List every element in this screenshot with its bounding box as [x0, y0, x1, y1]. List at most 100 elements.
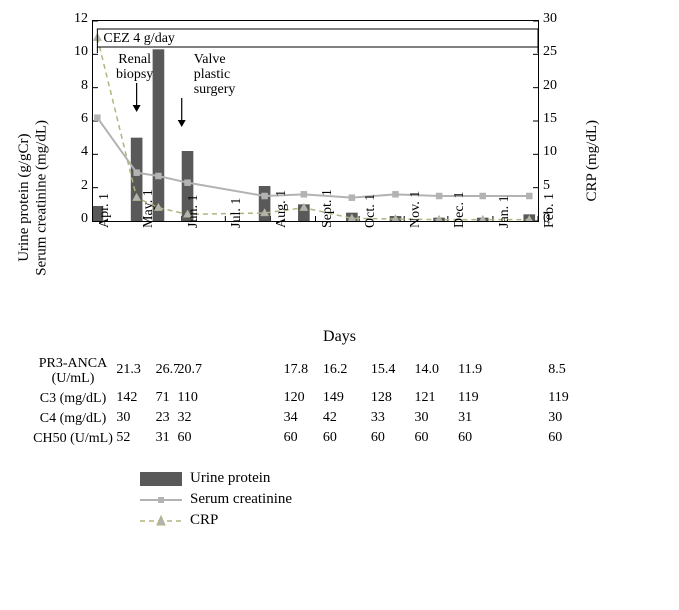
cell: 60 — [177, 430, 191, 446]
cell: 60 — [371, 430, 385, 446]
marker-icon — [349, 195, 355, 201]
cell: 60 — [414, 430, 428, 446]
marker-icon — [94, 115, 100, 121]
table-row: PR3-ANCA(U/mL)21.326.720.717.816.215.414… — [20, 354, 659, 388]
cell: 42 — [323, 410, 337, 426]
cell: 33 — [371, 410, 385, 426]
cell: 30 — [414, 410, 428, 426]
cell: 142 — [116, 390, 137, 406]
tick-label: 30 — [543, 11, 571, 27]
cell: 17.8 — [284, 362, 309, 378]
x-tick-label: Sept. 1 — [320, 189, 336, 228]
legend: Urine protein Serum creatinine CRP — [140, 470, 659, 529]
x-tick-label: Feb. 1 — [542, 193, 558, 228]
tick-label: 4 — [60, 144, 88, 160]
marker-icon — [134, 170, 140, 176]
x-ticks: Apr. 1May. 1Jun. 1Jul. 1Aug. 1Sept. 1Oct… — [92, 222, 537, 272]
cez-annotation: CEZ 4 g/day — [103, 31, 175, 46]
cell: 60 — [323, 430, 337, 446]
cell: 119 — [458, 390, 478, 406]
cell: 34 — [284, 410, 298, 426]
cell: 120 — [284, 390, 305, 406]
cell: 32 — [177, 410, 191, 426]
plot: CEZ 4 g/day Renalbiopsy Valveplasticsurger… — [92, 20, 539, 222]
x-tick-label: Jul. 1 — [229, 198, 245, 228]
x-tick-label: Nov. 1 — [408, 191, 424, 228]
cell: 23 — [156, 410, 170, 426]
marker-icon — [155, 173, 161, 179]
row-header: C3 (mg/dL) — [20, 391, 126, 406]
legend-label: Serum creatinine — [190, 491, 292, 508]
annotation-text: plastic — [194, 67, 231, 82]
tick-label: 10 — [543, 144, 571, 160]
bar-swatch-icon — [140, 472, 182, 486]
x-tick-label: Dec. 1 — [452, 191, 468, 228]
cell: 30 — [116, 410, 130, 426]
legend-label: CRP — [190, 512, 218, 529]
annotation-text: Valve — [194, 52, 226, 67]
table-row: C3 (mg/dL)142 71 110 120 149 128 121 119 119 — [20, 390, 659, 408]
solid-line-swatch-icon — [140, 493, 182, 507]
cell: 60 — [458, 430, 472, 446]
row-header: PR3-ANCA(U/mL) — [20, 356, 126, 387]
x-tick-label: Jun. 1 — [186, 195, 202, 228]
cell: 60 — [548, 430, 562, 446]
tick-label: 8 — [60, 78, 88, 94]
marker-icon — [301, 191, 307, 197]
figure: Urine protein (g/gCr)Serum creatinine (m… — [20, 20, 659, 529]
cell: 128 — [371, 390, 392, 406]
cell: 31 — [156, 430, 170, 446]
marker-icon — [526, 193, 532, 199]
cell: 30 — [548, 410, 562, 426]
cell: 20.7 — [177, 362, 202, 378]
annotation-text: Renal — [118, 52, 151, 67]
annotation-text: surgery — [194, 82, 236, 97]
cell: 110 — [177, 390, 197, 406]
tick-label: 0 — [60, 211, 88, 227]
dash-line-swatch-icon — [140, 514, 182, 528]
cell: 15.4 — [371, 362, 396, 378]
cell: 8.5 — [548, 362, 566, 378]
y-left-label: Urine protein (g/gCr)Serum creatinine (m… — [16, 120, 51, 276]
cell: 21.3 — [116, 362, 141, 378]
x-axis-label: Days — [20, 328, 659, 346]
marker-icon — [480, 193, 486, 199]
y-right-label: CRP (mg/dL) — [584, 120, 601, 202]
legend-item-solid: Serum creatinine — [140, 491, 659, 508]
tick-label: 10 — [60, 44, 88, 60]
chart-area: Urine protein (g/gCr)Serum creatinine (m… — [20, 20, 659, 222]
cell: 31 — [458, 410, 472, 426]
row-header: CH50 (U/mL) — [20, 431, 126, 446]
annotation-text: biopsy — [116, 67, 153, 82]
marker-icon — [185, 180, 191, 186]
data-table: PR3-ANCA(U/mL)21.326.720.717.816.215.414… — [20, 354, 659, 448]
tick-label: 6 — [60, 111, 88, 127]
tick-label: 2 — [60, 178, 88, 194]
tick-label: 5 — [543, 178, 571, 194]
tick-label: 20 — [543, 78, 571, 94]
x-tick-label: Jan. 1 — [497, 195, 513, 228]
cell: 16.2 — [323, 362, 348, 378]
tick-label: 12 — [60, 11, 88, 27]
cell: 60 — [284, 430, 298, 446]
marker-icon — [392, 191, 398, 197]
table-row: C4 (mg/dL)302332344233303130 — [20, 410, 659, 428]
marker-icon — [436, 193, 442, 199]
cell: 11.9 — [458, 362, 482, 378]
legend-item-dash: CRP — [140, 512, 659, 529]
arrow-icon — [178, 120, 186, 127]
cell: 71 — [156, 390, 170, 406]
x-tick-label: May. 1 — [141, 189, 157, 228]
legend-label: Urine protein — [190, 470, 270, 487]
tick-label: 25 — [543, 44, 571, 60]
cell: 119 — [548, 390, 568, 406]
legend-item-bar: Urine protein — [140, 470, 659, 487]
x-tick-label: Oct. 1 — [363, 194, 379, 228]
cell: 52 — [116, 430, 130, 446]
tick-label: 15 — [543, 111, 571, 127]
table-row: CH50 (U/mL)52 31 60 60 60 60 60 60 60 — [20, 430, 659, 448]
cell: 14.0 — [414, 362, 439, 378]
cell: 121 — [414, 390, 435, 406]
cell: 149 — [323, 390, 344, 406]
row-header: C4 (mg/dL) — [20, 411, 126, 426]
